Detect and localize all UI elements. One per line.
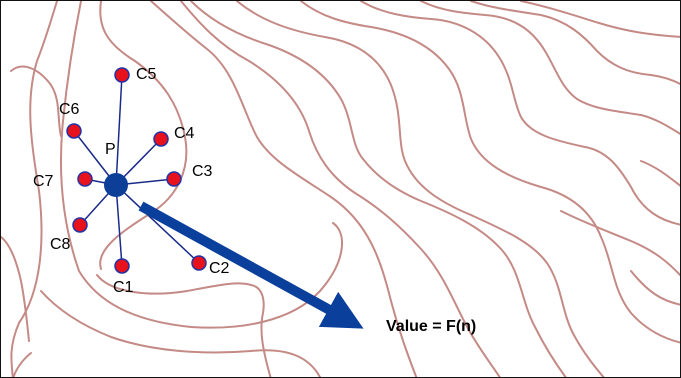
label-c5: C5 <box>136 66 157 83</box>
contour-line <box>12 352 32 377</box>
label-c3: C3 <box>192 163 213 180</box>
contour-line <box>40 290 322 377</box>
label-c1: C1 <box>113 279 134 296</box>
contour-line <box>250 284 272 377</box>
contour-line <box>560 210 680 277</box>
contour-line <box>520 1 680 38</box>
contour-line <box>630 270 680 306</box>
neighbor-c5 <box>114 67 130 83</box>
label-c6: C6 <box>59 101 80 118</box>
neighbor-c6 <box>66 123 82 139</box>
contour-line <box>1 236 30 342</box>
contour-line <box>470 214 605 377</box>
contour-line <box>300 1 602 238</box>
contour-line <box>600 236 680 344</box>
center-point-p <box>104 173 128 197</box>
contour-line <box>420 1 642 116</box>
contour-line <box>640 160 680 187</box>
neighbor-points <box>66 67 207 274</box>
contour-line <box>96 274 252 295</box>
value-formula-label: Value = F(n) <box>386 318 477 335</box>
label-c7: C7 <box>33 173 54 190</box>
spoke-c2 <box>115 184 200 264</box>
contour-line <box>150 1 392 302</box>
contour-line <box>59 1 344 329</box>
neighbor-c2 <box>191 255 207 271</box>
contour-line <box>640 114 680 135</box>
neighbor-c4 <box>153 131 169 147</box>
contour-line <box>308 130 501 377</box>
spoke-lines <box>73 74 200 267</box>
result-arrow <box>138 201 364 329</box>
spoke-c5 <box>115 74 123 186</box>
contour-line <box>10 1 58 377</box>
contour-line <box>236 1 472 216</box>
contour-line <box>584 146 680 226</box>
label-c8: C8 <box>50 236 71 253</box>
contour-line <box>360 1 586 148</box>
label-p: P <box>105 141 116 158</box>
neighbor-c3 <box>166 171 182 187</box>
contour-line <box>99 1 188 270</box>
spoke-c1 <box>115 184 123 267</box>
contour-line <box>10 65 62 137</box>
neighbor-c7 <box>77 171 93 187</box>
contour-line <box>390 300 418 377</box>
neighbor-c1 <box>114 258 130 274</box>
contour-line <box>190 1 364 160</box>
label-c4: C4 <box>174 125 195 142</box>
label-c2: C2 <box>209 260 230 277</box>
contour-line <box>180 1 310 132</box>
neighbor-c8 <box>72 217 88 233</box>
contour-line <box>362 158 567 377</box>
contour-line <box>470 1 680 86</box>
